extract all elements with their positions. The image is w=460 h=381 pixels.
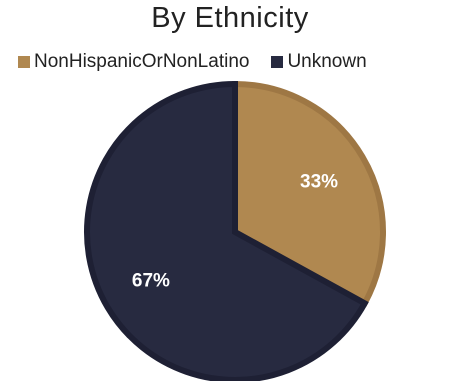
legend-swatch-unknown (271, 56, 284, 68)
legend-item-nonhispanic[interactable]: NonHispanicOrNonLatino (18, 51, 249, 73)
pie-slice-unknown[interactable] (84, 80, 369, 381)
pie-slice-nonhispanic[interactable] (232, 80, 386, 308)
legend-label-unknown: Unknown (287, 51, 367, 72)
chart-legend: NonHispanicOrNonLatino Unknown (18, 50, 367, 74)
legend-swatch-nonhispanic (18, 56, 30, 68)
data-label-unknown: 67% (132, 271, 170, 292)
legend-item-unknown[interactable]: Unknown (271, 51, 367, 73)
data-label-nonhispanic: 33% (300, 171, 338, 192)
legend-label-nonhispanic: NonHispanicOrNonLatino (34, 51, 250, 72)
chart-title: By Ethnicity (151, 2, 309, 34)
